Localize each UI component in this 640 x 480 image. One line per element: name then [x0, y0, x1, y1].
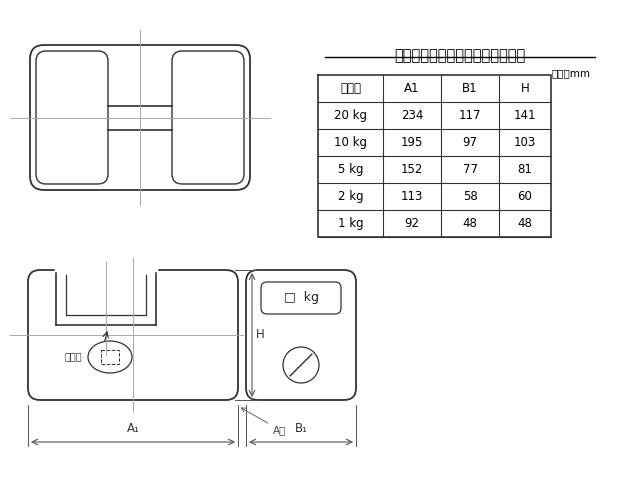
- Text: 10 kg: 10 kg: [334, 136, 367, 149]
- Text: A部: A部: [241, 408, 286, 435]
- Text: 1 kg: 1 kg: [338, 217, 364, 230]
- Text: B₁: B₁: [294, 422, 307, 435]
- Text: B1: B1: [462, 82, 478, 95]
- Text: 48: 48: [463, 217, 477, 230]
- Text: 20 kg: 20 kg: [334, 109, 367, 122]
- Text: 77: 77: [463, 163, 477, 176]
- Text: 48: 48: [518, 217, 532, 230]
- Text: A1: A1: [404, 82, 420, 95]
- Text: 81: 81: [518, 163, 532, 176]
- Text: □  kg: □ kg: [284, 291, 319, 304]
- Text: 117: 117: [459, 109, 481, 122]
- Text: 5 kg: 5 kg: [338, 163, 364, 176]
- Text: 表す量: 表す量: [340, 82, 361, 95]
- Text: 103: 103: [514, 136, 536, 149]
- Text: 195: 195: [401, 136, 423, 149]
- Bar: [101, 350, 119, 364]
- Text: H: H: [520, 82, 529, 95]
- Text: 60: 60: [518, 190, 532, 203]
- Text: 92: 92: [404, 217, 419, 230]
- Text: H: H: [256, 328, 265, 341]
- Text: 2 kg: 2 kg: [338, 190, 364, 203]
- Text: 単位　mm: 単位 mm: [551, 68, 590, 78]
- Text: 113: 113: [401, 190, 423, 203]
- Text: 234: 234: [401, 109, 423, 122]
- Text: A₁: A₁: [127, 422, 140, 435]
- Text: 152: 152: [401, 163, 423, 176]
- Text: 調整孔: 調整孔: [65, 351, 82, 361]
- Text: ステンレス製枕型分銅の主要寸法: ステンレス製枕型分銅の主要寸法: [394, 48, 525, 63]
- Text: 141: 141: [514, 109, 536, 122]
- Text: 97: 97: [463, 136, 477, 149]
- Text: 58: 58: [463, 190, 477, 203]
